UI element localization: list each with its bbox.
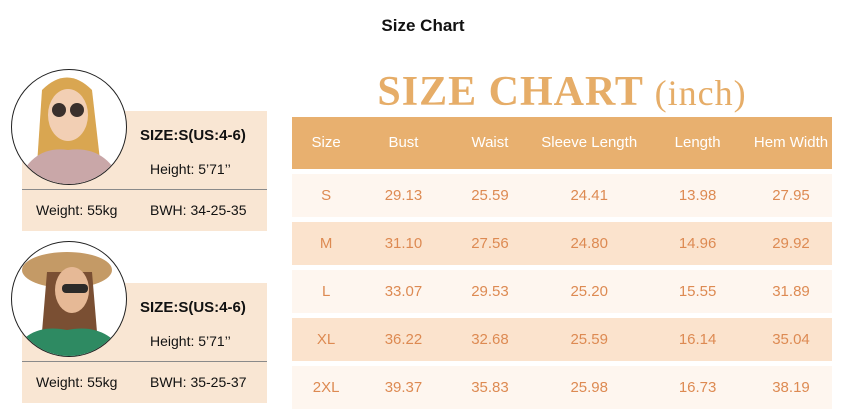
table-cell: 29.53 — [446, 270, 534, 313]
table-cell: 15.55 — [645, 270, 750, 313]
table-row: S 29.13 25.59 24.41 13.98 27.95 — [292, 174, 832, 217]
table-cell: 25.59 — [533, 318, 646, 361]
table-cell: 16.73 — [645, 366, 750, 409]
table-cell: 27.56 — [446, 222, 534, 265]
table-row: L 33.07 29.53 25.20 15.55 31.89 — [292, 270, 832, 313]
table-header-row: Size Bust Waist Sleeve Length Length Hem… — [292, 117, 832, 169]
table-cell: L — [292, 270, 361, 313]
header-size: Size — [292, 117, 361, 169]
divider — [22, 189, 267, 190]
model-weight: Weight: 55kg — [36, 202, 118, 218]
model-size: SIZE:S(US:4-6) — [140, 127, 246, 144]
size-chart-heading: SIZE CHART (inch) — [292, 68, 832, 116]
table-cell: S — [292, 174, 361, 217]
table-row: 2XL 39.37 35.83 25.98 16.73 38.19 — [292, 366, 832, 409]
table-cell: 39.37 — [360, 366, 447, 409]
table-cell: 33.07 — [360, 270, 447, 313]
heading-main: SIZE CHART — [377, 69, 644, 115]
table-cell: 35.04 — [750, 318, 832, 361]
table-cell: 29.92 — [750, 222, 832, 265]
table-cell: 24.41 — [533, 174, 646, 217]
model-size: SIZE:S(US:4-6) — [140, 299, 246, 316]
size-table: Size Bust Waist Sleeve Length Length Hem… — [292, 112, 832, 414]
table-cell: 25.59 — [446, 174, 534, 217]
header-bust: Bust — [360, 117, 447, 169]
table-cell: 31.10 — [360, 222, 447, 265]
table-cell: 38.19 — [750, 366, 832, 409]
table-cell: M — [292, 222, 361, 265]
model-weight: Weight: 55kg — [36, 374, 118, 390]
table-cell: 13.98 — [645, 174, 750, 217]
divider — [22, 361, 267, 362]
header-hem-width: Hem Width — [750, 117, 832, 169]
header-sleeve-length: Sleeve Length — [533, 117, 646, 169]
table-cell: 25.98 — [533, 366, 646, 409]
header-waist: Waist — [446, 117, 534, 169]
table-row: XL 36.22 32.68 25.59 16.14 35.04 — [292, 318, 832, 361]
table-cell: 36.22 — [360, 318, 447, 361]
model-height: Height: 5’71’’ — [150, 161, 231, 177]
model-height: Height: 5’71’’ — [150, 333, 231, 349]
table-cell: 32.68 — [446, 318, 534, 361]
heading-unit: (inch) — [654, 73, 747, 113]
table-cell: 29.13 — [360, 174, 447, 217]
header-length: Length — [645, 117, 750, 169]
table-cell: 35.83 — [446, 366, 534, 409]
model-photo-1 — [11, 69, 127, 185]
page-title: Size Chart — [381, 16, 465, 35]
table-cell: 27.95 — [750, 174, 832, 217]
model-photo-2 — [11, 241, 127, 357]
model-bwh: BWH: 35-25-37 — [150, 374, 247, 390]
table-cell: 2XL — [292, 366, 361, 409]
table-cell: 31.89 — [750, 270, 832, 313]
table-row: M 31.10 27.56 24.80 14.96 29.92 — [292, 222, 832, 265]
table-cell: XL — [292, 318, 361, 361]
table-cell: 16.14 — [645, 318, 750, 361]
table-cell: 24.80 — [533, 222, 646, 265]
table-cell: 25.20 — [533, 270, 646, 313]
table-cell: 14.96 — [645, 222, 750, 265]
model-bwh: BWH: 34-25-35 — [150, 202, 247, 218]
